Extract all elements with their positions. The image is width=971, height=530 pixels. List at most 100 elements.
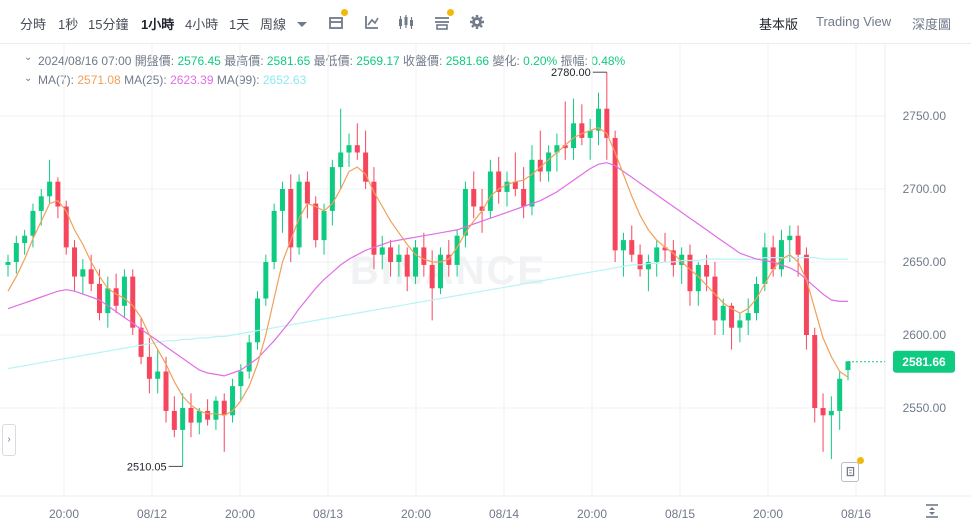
- candle-body[interactable]: [720, 305, 726, 321]
- candle-body[interactable]: [670, 250, 676, 265]
- candle-body[interactable]: [795, 235, 801, 255]
- candle-body[interactable]: [521, 189, 527, 207]
- candle-body[interactable]: [88, 269, 94, 284]
- candle-body[interactable]: [146, 356, 152, 379]
- view-basic[interactable]: 基本版: [759, 17, 799, 32]
- candle-body[interactable]: [529, 159, 535, 207]
- candle-body[interactable]: [130, 276, 136, 328]
- candle-body[interactable]: [5, 262, 11, 265]
- candle-body[interactable]: [546, 152, 552, 172]
- candle-body[interactable]: [72, 247, 78, 277]
- candle-body[interactable]: [13, 243, 19, 262]
- candle-body[interactable]: [629, 240, 635, 255]
- candle-body[interactable]: [213, 400, 219, 420]
- candle-body[interactable]: [446, 254, 452, 265]
- view-depth[interactable]: 深度圖: [912, 17, 952, 32]
- candlestick-chart[interactable]: BINANCE2780.002510.052750.002700.002650.…: [0, 44, 971, 530]
- candle-body[interactable]: [679, 254, 685, 265]
- candle-body[interactable]: [554, 145, 560, 153]
- candle-body[interactable]: [188, 408, 194, 423]
- candle-body[interactable]: [196, 410, 202, 423]
- timeframe-1d[interactable]: 1天: [229, 17, 250, 32]
- candle-body[interactable]: [695, 264, 701, 292]
- expand-panel-button[interactable]: ›: [2, 424, 16, 456]
- candle-body[interactable]: [595, 108, 601, 131]
- candle-body[interactable]: [778, 240, 784, 270]
- candle-body[interactable]: [388, 247, 394, 262]
- candle-body[interactable]: [637, 254, 643, 270]
- candle-body[interactable]: [96, 283, 102, 314]
- candle-body[interactable]: [404, 254, 410, 277]
- indicator-icon[interactable]: [362, 12, 382, 32]
- candle-body[interactable]: [63, 206, 69, 248]
- candle-body[interactable]: [288, 189, 294, 248]
- candle-body[interactable]: [662, 247, 668, 251]
- candle-body[interactable]: [80, 269, 86, 277]
- candle-body[interactable]: [454, 235, 460, 265]
- candle-body[interactable]: [587, 130, 593, 138]
- candle-body[interactable]: [221, 400, 227, 416]
- candle-body[interactable]: [371, 181, 377, 255]
- news-button[interactable]: [841, 457, 864, 482]
- candle-body[interactable]: [820, 408, 826, 416]
- candle-body[interactable]: [429, 264, 435, 289]
- candle-body[interactable]: [787, 235, 793, 241]
- candle-body[interactable]: [38, 196, 44, 211]
- candle-body[interactable]: [363, 152, 369, 182]
- candle-body[interactable]: [113, 288, 119, 306]
- candle-body[interactable]: [230, 386, 236, 416]
- candle-body[interactable]: [304, 181, 310, 204]
- candle-body[interactable]: [354, 145, 360, 153]
- candle-body[interactable]: [205, 410, 211, 420]
- candle-body[interactable]: [712, 276, 718, 321]
- candle-body[interactable]: [729, 305, 735, 328]
- candle-body[interactable]: [704, 264, 710, 277]
- candle-body[interactable]: [762, 247, 768, 284]
- candle-body[interactable]: [562, 145, 568, 149]
- candle-body[interactable]: [837, 378, 843, 411]
- candle-body[interactable]: [396, 254, 402, 262]
- candle-body[interactable]: [163, 371, 169, 411]
- candle-body[interactable]: [313, 203, 319, 241]
- candle-body[interactable]: [279, 189, 285, 211]
- candle-body[interactable]: [329, 167, 335, 211]
- candle-body[interactable]: [180, 408, 186, 430]
- candle-body[interactable]: [462, 189, 468, 236]
- candle-body[interactable]: [645, 262, 651, 270]
- candle-body[interactable]: [30, 210, 36, 236]
- candle-body[interactable]: [263, 262, 269, 299]
- candle-body[interactable]: [22, 235, 28, 244]
- candle-body[interactable]: [612, 137, 618, 251]
- candle-body[interactable]: [504, 181, 510, 192]
- candle-body[interactable]: [479, 206, 485, 211]
- candle-settings-icon[interactable]: [326, 9, 348, 32]
- reset-scale-icon[interactable]: [924, 503, 940, 519]
- candle-body[interactable]: [138, 327, 144, 357]
- timeframe-4h[interactable]: 4小時: [185, 17, 219, 32]
- candle-body[interactable]: [171, 410, 177, 430]
- candle-body[interactable]: [845, 361, 851, 371]
- candle-body[interactable]: [537, 159, 543, 172]
- candle-body[interactable]: [571, 123, 577, 149]
- candle-body[interactable]: [812, 335, 818, 408]
- candle-body[interactable]: [55, 181, 61, 207]
- candle-body[interactable]: [47, 181, 53, 197]
- candle-body[interactable]: [828, 410, 834, 416]
- candle-body[interactable]: [512, 181, 518, 189]
- timeframe-1s[interactable]: 1秒: [58, 17, 79, 32]
- candle-body[interactable]: [737, 320, 743, 328]
- layout-settings-icon[interactable]: [432, 9, 454, 32]
- chevron-down-icon[interactable]: [292, 14, 312, 34]
- candle-body[interactable]: [379, 247, 385, 255]
- candle-body[interactable]: [496, 171, 502, 192]
- candle-body[interactable]: [421, 247, 427, 265]
- candle-body[interactable]: [654, 247, 660, 262]
- candle-body[interactable]: [437, 254, 443, 289]
- view-tradingview[interactable]: Trading View: [816, 14, 892, 29]
- candle-body[interactable]: [105, 288, 111, 314]
- candle-body[interactable]: [745, 313, 751, 321]
- candle-body[interactable]: [238, 371, 244, 387]
- candle-body[interactable]: [246, 342, 252, 372]
- timeframe-1h[interactable]: 1小時: [141, 17, 175, 32]
- candle-body[interactable]: [255, 298, 261, 343]
